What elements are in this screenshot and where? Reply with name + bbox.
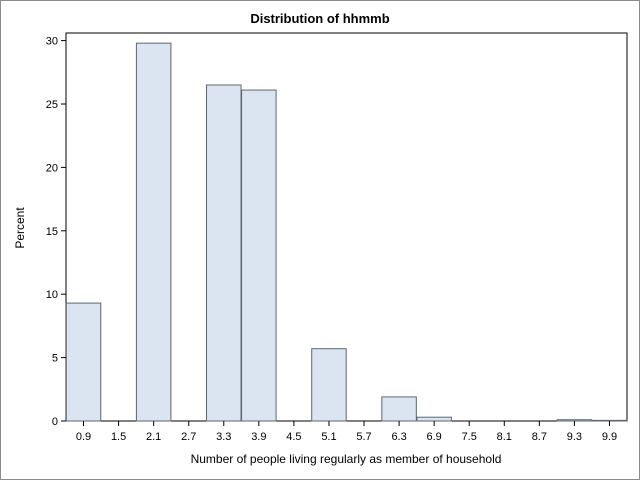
y-tick-label: 25 [46, 99, 58, 111]
y-tick-label: 5 [52, 353, 58, 365]
y-tick-label: 15 [46, 226, 58, 238]
x-tick-label: 3.9 [251, 431, 266, 443]
bar-3.3 [206, 84, 242, 422]
y-tick-label: 30 [46, 36, 58, 48]
y-tick-label: 10 [46, 289, 58, 301]
x-tick-label: 8.7 [532, 431, 547, 443]
x-tick-label: 6.3 [391, 431, 406, 443]
x-tick-label: 5.7 [356, 431, 371, 443]
x-tick-label: 9.9 [602, 431, 617, 443]
x-tick-label: 6.9 [427, 431, 442, 443]
bar-6.9 [416, 416, 452, 422]
bar-3.9 [241, 89, 277, 422]
x-tick-label: 2.7 [181, 431, 196, 443]
bar-9.9 [591, 419, 628, 422]
x-tick-label: 1.5 [111, 431, 126, 443]
x-tick-label: 7.5 [462, 431, 477, 443]
bar-6.3 [381, 396, 417, 422]
bar-5.1 [311, 348, 347, 422]
x-tick-label: 3.3 [216, 431, 231, 443]
x-axis-label: Number of people living regularly as mem… [190, 452, 502, 466]
bar-0.9 [65, 302, 102, 422]
chart-title: Distribution of hhmmb [250, 11, 390, 26]
x-tick-label: 0.9 [76, 431, 91, 443]
bar-2.1 [135, 42, 172, 422]
y-tick-label: 20 [46, 162, 58, 174]
x-tick-label: 2.1 [146, 431, 161, 443]
bar-9.3 [556, 419, 593, 422]
x-tick-label: 9.3 [567, 431, 582, 443]
x-tick-label: 8.1 [497, 431, 512, 443]
x-tick-label: 4.5 [286, 431, 301, 443]
x-tick-label: 5.1 [321, 431, 336, 443]
y-tick-label: 0 [52, 416, 58, 428]
